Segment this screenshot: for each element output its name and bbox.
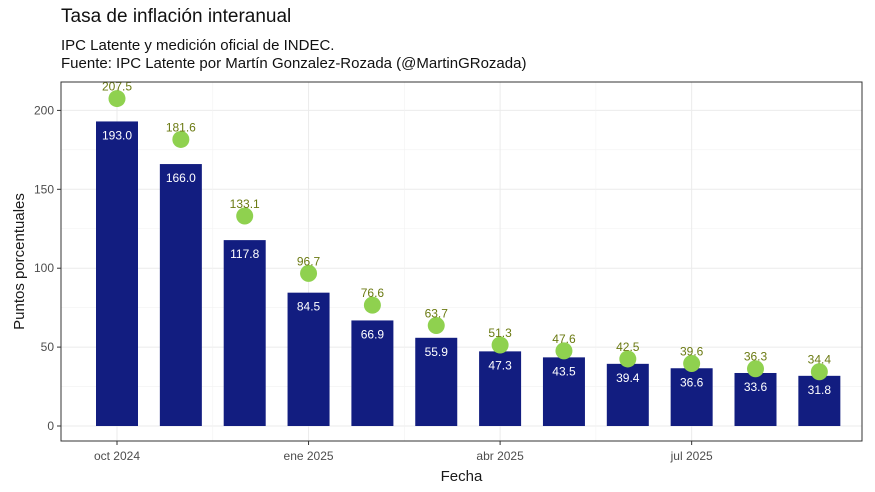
y-tick-label: 100	[34, 261, 54, 275]
point-value-label: 34.4	[808, 353, 832, 367]
point-value-label: 51.3	[488, 326, 512, 340]
point-value-label: 207.5	[102, 80, 132, 94]
point-value-label: 96.7	[297, 254, 321, 268]
point-value-label: 36.3	[744, 350, 768, 364]
bar-feb-2025	[351, 320, 394, 427]
point-value-label: 42.5	[616, 340, 640, 354]
bar-value-label: 36.6	[680, 375, 704, 389]
point-ene-2025	[300, 264, 318, 282]
point-may-2025	[555, 342, 573, 360]
point-value-label: 47.6	[552, 332, 576, 346]
bar-value-label: 39.4	[616, 371, 640, 385]
bar-value-label: 66.9	[361, 327, 385, 341]
subtitle-line-1: IPC Latente y medición oficial de INDEC.	[61, 37, 335, 54]
y-tick-label: 200	[34, 103, 54, 117]
bar-ene-2025	[287, 292, 330, 427]
point-mar-2025	[427, 316, 445, 334]
point-value-label: 63.7	[425, 306, 449, 320]
point-jul-2025	[683, 355, 701, 373]
chart-subtitle: IPC Latente y medición oficial de INDEC.…	[61, 37, 526, 73]
point-value-label: 133.1	[230, 197, 260, 211]
point-dic-2024	[236, 207, 254, 225]
point-ago-2025	[747, 360, 764, 378]
bar-may-2025	[542, 357, 585, 427]
bar-sep-2025	[798, 375, 841, 427]
bar-jul-2025	[670, 368, 713, 427]
y-tick-label: 0	[47, 419, 54, 433]
point-abr-2025	[491, 336, 509, 354]
point-jun-2025	[619, 350, 637, 368]
bar-ago-2025	[734, 372, 777, 427]
bar-value-label: 31.8	[808, 383, 832, 397]
x-axis-title: Fecha	[441, 468, 483, 485]
chart-title: Tasa de inflación interanual	[61, 6, 292, 27]
point-value-label: 39.6	[680, 345, 704, 359]
bar-value-label: 43.5	[552, 364, 576, 378]
bar-oct-2024	[96, 121, 138, 427]
bar-jun-2025	[606, 363, 649, 427]
point-nov-2024	[172, 130, 190, 148]
bar-value-label: 55.9	[425, 345, 449, 359]
point-sep-2025	[810, 363, 828, 381]
bar-nov-2024	[159, 164, 202, 427]
x-tick-label: ene 2025	[284, 449, 334, 463]
x-tick-label: abr 2025	[476, 449, 524, 463]
point-layer: 207.5 181.6 133.1 96.7 76.6 63.7 51.3 47.6 42.5 3…	[102, 80, 831, 381]
bar-value-label: 47.3	[488, 358, 512, 372]
x-tick-label: jul 2025	[670, 449, 713, 463]
bar-mar-2025	[415, 337, 458, 427]
bar-value-label: 166.0	[166, 171, 196, 185]
x-tick-label: oct 2024	[94, 449, 140, 463]
point-value-label: 76.6	[361, 286, 385, 300]
bar-value-label: 84.5	[297, 300, 321, 314]
bar-value-label: 193.0	[102, 128, 132, 142]
point-value-label: 181.6	[166, 120, 196, 134]
y-tick-label: 150	[34, 182, 54, 196]
y-axis-title: Puntos porcentuales	[11, 193, 28, 330]
point-oct-2024	[108, 90, 126, 108]
bar-abr-2025	[479, 351, 522, 427]
bar-value-label: 33.6	[744, 380, 768, 394]
point-feb-2025	[363, 296, 381, 314]
subtitle-line-2: Fuente: IPC Latente por Martín Gonzalez-…	[61, 55, 527, 72]
axis-layer: 0 50 100 150 200 oct 2024 ene 2025 abr 2025 jul …	[34, 103, 713, 463]
plot-panel-border	[60, 81, 863, 442]
y-tick-label: 50	[41, 340, 55, 354]
bar-layer: 193.0 166.0 117.8 84.5 66.9 55.9 47.3 43.5 39.4 3…	[96, 121, 841, 427]
bar-dic-2024	[223, 240, 266, 427]
bar-value-label: 117.8	[230, 247, 259, 261]
